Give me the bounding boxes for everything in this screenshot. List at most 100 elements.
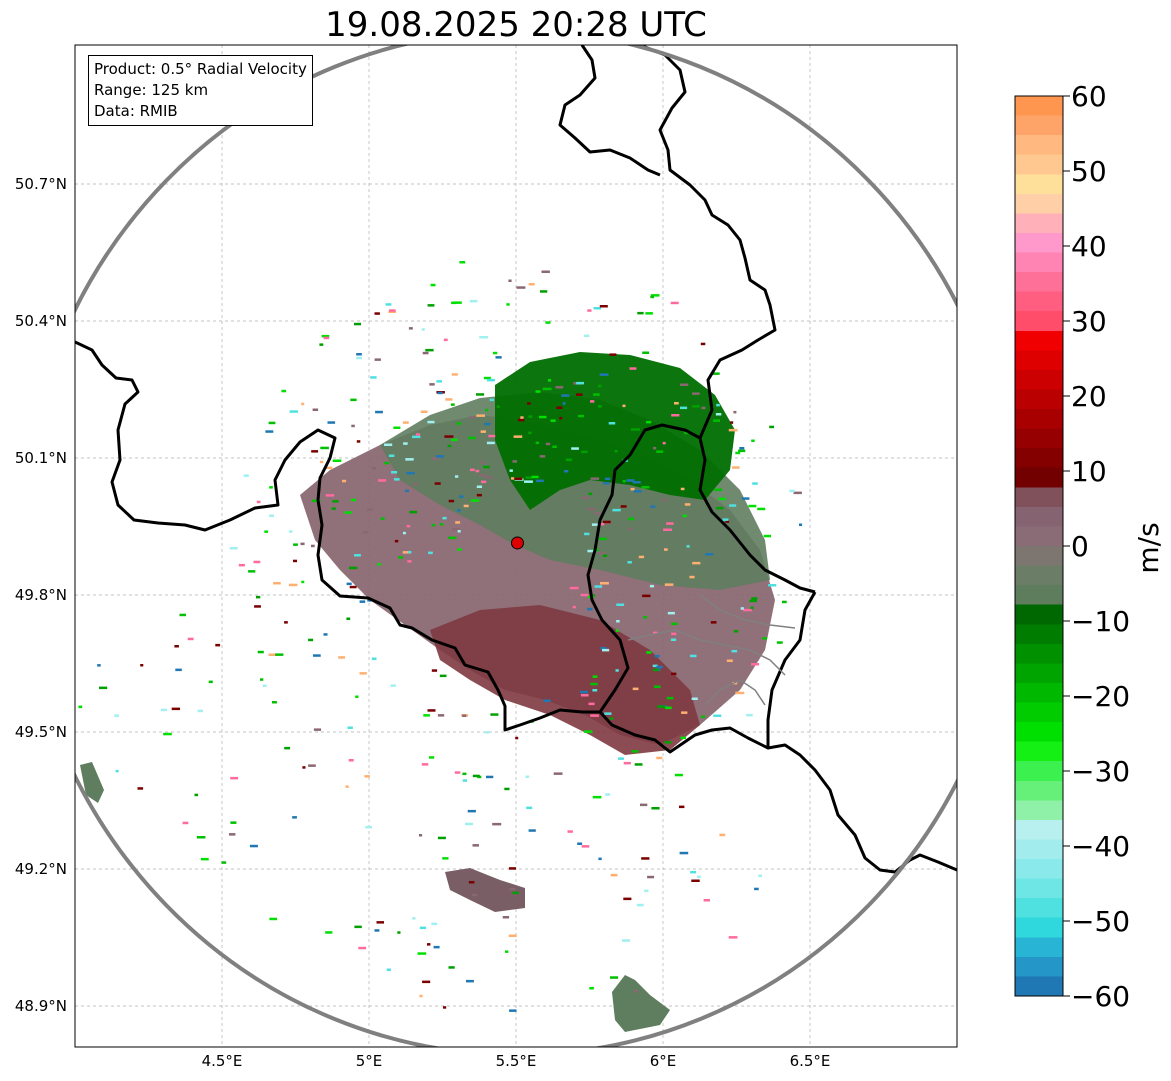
echo-speckle <box>646 420 652 424</box>
echo-speckle <box>462 714 467 717</box>
echo-speckle <box>637 311 644 315</box>
echo-speckle <box>179 613 186 617</box>
echo-speckle <box>634 763 643 766</box>
echo-speckle <box>448 966 455 969</box>
echo-speckle <box>385 303 392 306</box>
echo-speckle <box>654 654 660 658</box>
border-germany-north <box>558 45 661 177</box>
echo-speckle <box>593 393 600 396</box>
echo-speckle <box>365 825 372 829</box>
echo-speckle <box>356 356 362 360</box>
echo-speckle <box>265 430 274 433</box>
echo-speckle <box>749 599 757 603</box>
echo-speckle <box>508 279 512 282</box>
echo-speckle <box>531 475 539 479</box>
colorbar-tick-label: 0 <box>1071 530 1089 563</box>
echo-speckle <box>623 761 631 765</box>
echo-speckle <box>429 383 435 386</box>
echo-speckle <box>597 384 602 388</box>
echo-speckle <box>469 416 475 419</box>
echo-speckle <box>594 585 603 588</box>
echo-speckle <box>627 561 632 564</box>
echo-speckle <box>430 283 436 287</box>
echo-speckle <box>486 441 495 445</box>
echo-speckle <box>465 822 474 826</box>
echo-speckle <box>542 387 552 391</box>
echo-speckle <box>380 517 385 520</box>
echo-speckle <box>359 600 366 603</box>
echo-speckle <box>468 881 475 884</box>
echo-speckle <box>748 504 757 508</box>
echo-speckle <box>689 575 695 579</box>
echo-speckle <box>725 520 730 523</box>
echo-speckle <box>431 922 438 926</box>
echo-speckle <box>451 373 458 376</box>
colorbar-tick-label: 10 <box>1071 455 1107 488</box>
echo-speckle <box>653 685 661 688</box>
echo-speckle <box>409 510 418 514</box>
echo-speckle <box>710 372 720 375</box>
echo-speckle <box>590 400 595 403</box>
echo-speckle <box>412 435 421 439</box>
echo-speckle <box>268 653 276 656</box>
echo-speckle <box>692 392 700 395</box>
colorbar-tick-label: 50 <box>1071 155 1107 188</box>
echo-speckle <box>718 497 726 501</box>
echo-speckle <box>354 322 361 326</box>
echo-speckle <box>200 857 209 861</box>
internal-boundary-3 <box>699 594 796 629</box>
echo-speckle <box>492 822 502 826</box>
echo-speckle <box>701 715 706 718</box>
echo-speckle <box>443 1006 447 1009</box>
echo-speckle <box>488 434 496 438</box>
echo-speckle <box>681 711 688 714</box>
echo-speckle <box>580 694 589 697</box>
echo-speckle <box>525 476 532 479</box>
echo-speckle <box>680 383 689 386</box>
internal-boundary-1 <box>627 629 786 676</box>
echo-speckle <box>384 461 390 465</box>
echo-speckle <box>229 547 238 550</box>
echo-speckle <box>799 523 803 526</box>
echo-speckle <box>470 499 480 502</box>
echo-speckle <box>367 508 373 511</box>
echo-speckle <box>715 413 722 416</box>
echo-speckle <box>437 836 446 840</box>
echo-speckle <box>273 582 281 585</box>
echo-speckle <box>739 447 745 450</box>
echo-speckle <box>425 348 434 352</box>
echo-speckle <box>115 769 119 773</box>
echo-speckle <box>476 485 482 488</box>
echo-speckle <box>456 509 461 512</box>
echo-speckle <box>541 270 550 273</box>
echo-speckle <box>563 470 569 473</box>
echo-speckle <box>591 594 596 597</box>
lat-tick-label: 49.8°N <box>15 586 67 604</box>
echo-speckle <box>650 294 660 297</box>
info-product: Product: 0.5° Radial Velocity <box>94 60 307 78</box>
echo-speckle <box>651 807 660 810</box>
echo-speckle <box>419 994 423 998</box>
echo-speckle <box>620 505 627 508</box>
echo-speckle <box>757 507 766 511</box>
echo-speckle <box>663 528 673 531</box>
echo-speckle <box>421 328 425 331</box>
echo-speckle <box>728 428 738 432</box>
echo-speckle <box>666 522 674 525</box>
echo-speckle <box>567 830 573 833</box>
echo-speckle <box>238 563 245 567</box>
echo-speckle <box>384 443 393 446</box>
echo-speckle <box>598 523 605 526</box>
echo-speckle <box>327 421 336 424</box>
echo-speckle <box>423 714 430 717</box>
echo-speckle <box>633 490 642 493</box>
echo-speckle <box>592 795 602 799</box>
echo-speckle <box>427 304 435 307</box>
echo-speckle <box>636 903 644 907</box>
echo-speckle <box>527 402 531 405</box>
echo-speckle <box>662 498 667 502</box>
echo-speckle <box>347 726 353 729</box>
echo-speckle <box>171 707 180 711</box>
echo-speckle <box>289 410 298 413</box>
echo-speckle <box>509 1009 517 1012</box>
